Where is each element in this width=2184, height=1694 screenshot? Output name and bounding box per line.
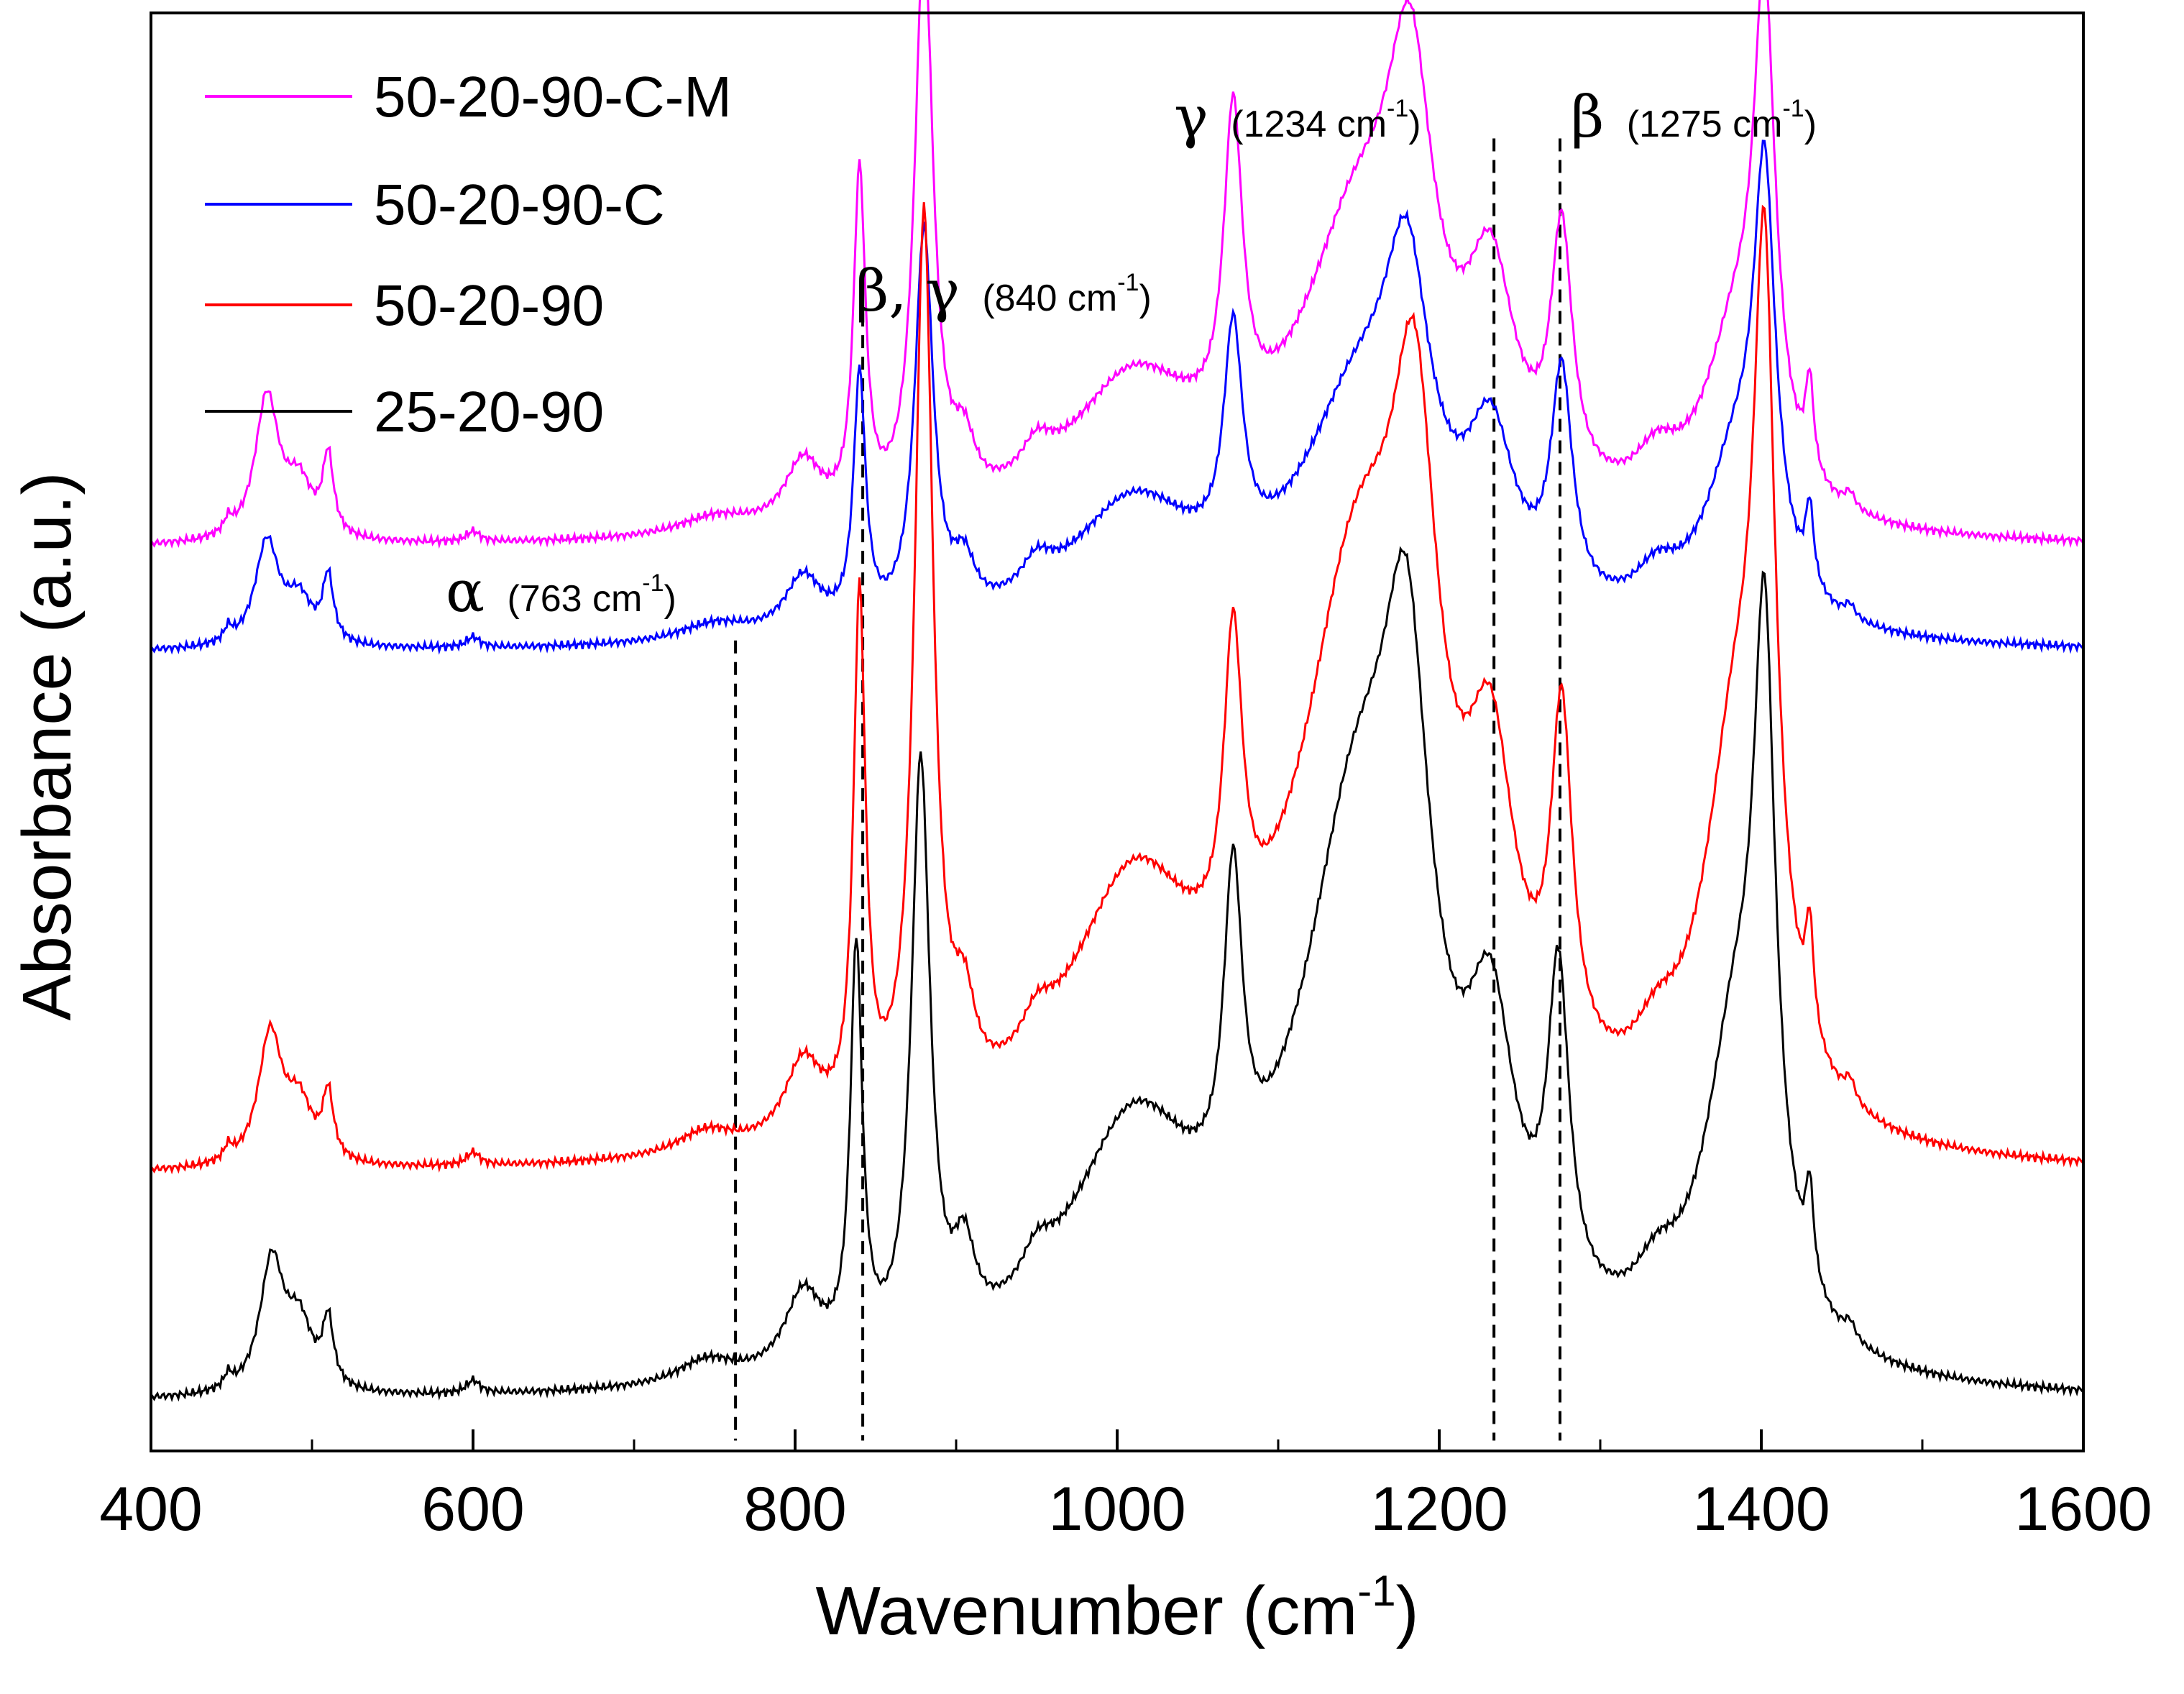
x-tick-label: 1600 [2014, 1475, 2152, 1544]
x-tick-label: 800 [743, 1475, 847, 1544]
annotation-label: α (763 cm-1) [446, 558, 676, 625]
x-tick-label: 600 [421, 1475, 525, 1544]
series-line-25-20-90 [150, 546, 2085, 1403]
spectra-series [150, 0, 2085, 1403]
x-tick-label: 1400 [1692, 1475, 1830, 1544]
annotation-label: β, γ (840 cm-1) [855, 257, 1152, 324]
x-axis-title: Wavenumber (cm-1) [815, 1567, 1418, 1649]
x-tick-label: 1200 [1370, 1475, 1508, 1544]
legend-entry: 50-20-90-C [205, 173, 665, 237]
annotation-label: γ (1234 cm-1) [1174, 83, 1421, 150]
legend: 50-20-90-C-M 50-20-90-C 50-20-90 25-20-90 [205, 65, 732, 444]
legend-entry: 50-20-90 [205, 273, 604, 337]
y-axis-title: Absorbance (a.u.) [9, 472, 86, 1020]
legend-label: 25-20-90 [374, 380, 604, 444]
x-axis: 400 600 800 1000 1200 1400 1600 [99, 1429, 2152, 1544]
x-tick-label: 400 [99, 1475, 203, 1544]
reference-lines [734, 138, 1561, 1441]
series-line-50-20-90-C [150, 139, 2085, 655]
x-tick-label: 1000 [1048, 1475, 1185, 1544]
series-line-50-20-90-C-M [150, 0, 2085, 549]
annotation-label: β (1275 cm-1) [1571, 83, 1817, 150]
legend-entry: 25-20-90 [205, 380, 604, 444]
legend-label: 50-20-90-C [374, 173, 665, 237]
series-line-50-20-90 [150, 202, 2085, 1175]
peak-annotations: α (763 cm-1) β, γ (840 cm-1) γ (1234 cm-1)… [446, 83, 1817, 625]
legend-entry: 50-20-90-C-M [205, 65, 732, 129]
legend-label: 50-20-90 [374, 273, 604, 337]
legend-label: 50-20-90-C-M [374, 65, 732, 129]
